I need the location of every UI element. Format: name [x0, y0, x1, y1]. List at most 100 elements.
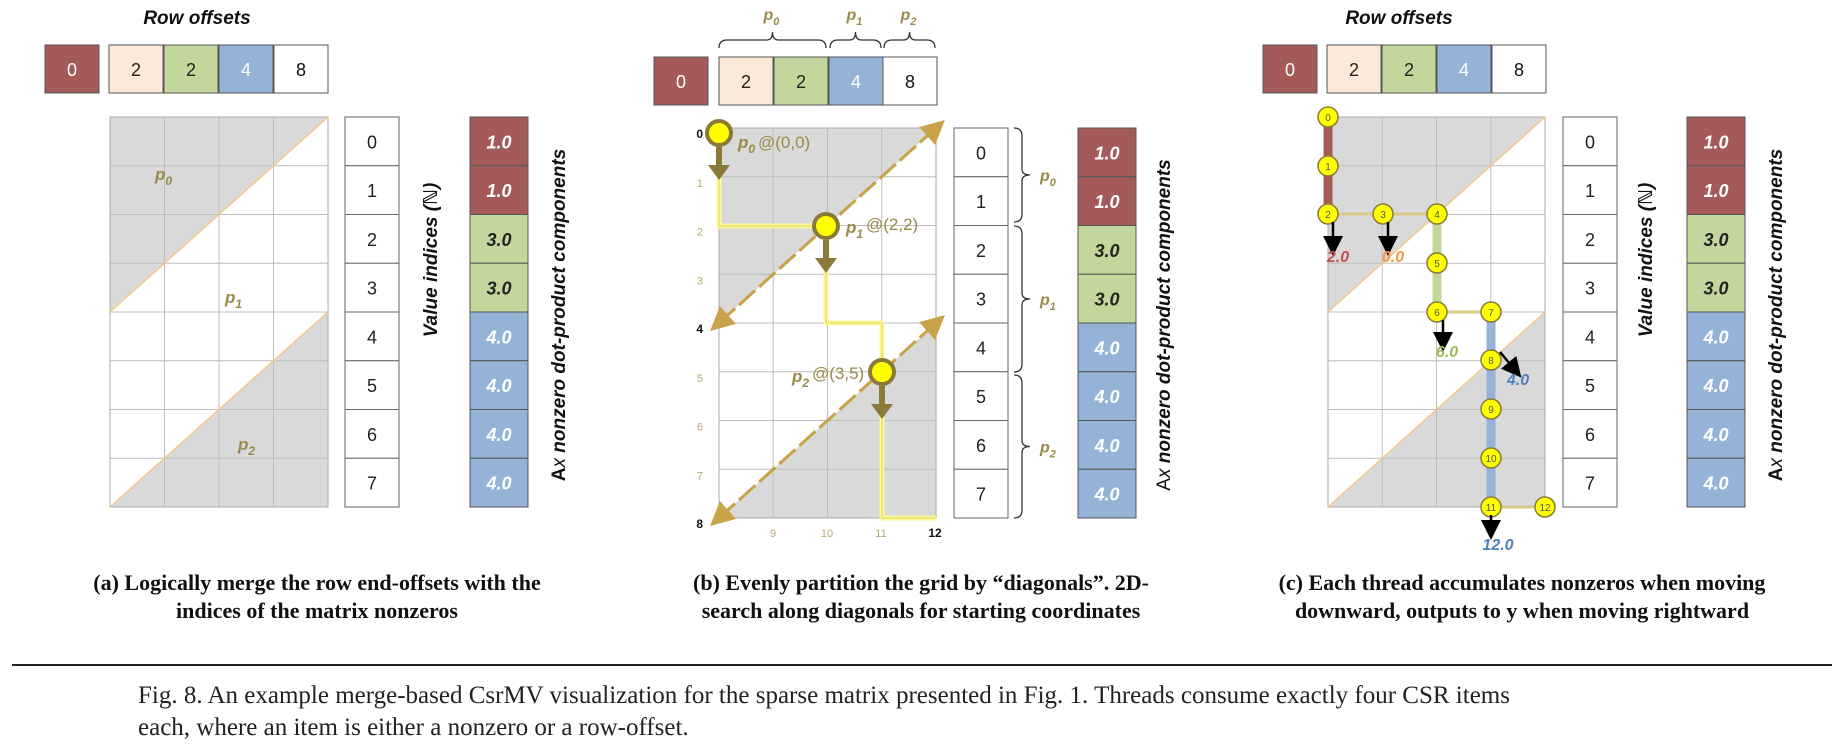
b-header-p-letter: p — [900, 7, 911, 24]
c-output-value: 2.0 — [1326, 249, 1349, 266]
b-side-p-subscript: 1 — [1050, 301, 1056, 313]
a-value-index: 0 — [367, 132, 377, 152]
a-diagonal — [109, 311, 329, 508]
c-path-node — [1426, 203, 1448, 225]
c-nonzeros-label-part: x — [1766, 457, 1787, 469]
b-p-label: p1 — [845, 218, 863, 241]
b-value-index: 1 — [976, 192, 986, 212]
c-row-offset-cell — [1262, 44, 1318, 94]
a-value-index-cell — [344, 409, 400, 459]
a-row-offset-cell — [218, 44, 274, 94]
c-output-value: 12.0 — [1482, 537, 1513, 554]
c-path-node — [1426, 301, 1448, 323]
c-path-node-label: 10 — [1485, 454, 1497, 465]
b-brace — [718, 31, 827, 49]
b-coord: @(2,2) — [866, 215, 918, 234]
a-row-offset-value: 0 — [67, 60, 77, 80]
caption-c-line-1: (c) Each thread accumulates nonzeros whe… — [1278, 570, 1766, 595]
diagonal-arrow-icon — [717, 314, 945, 520]
a-nonzeros-label-part: x — [549, 457, 570, 469]
b-partition-brace — [1013, 127, 1031, 223]
c-row-offset-cell — [1326, 44, 1382, 94]
c-value-index-cell — [1562, 262, 1618, 313]
b-header-p-letter: p — [763, 7, 774, 24]
b-coord: @(3,5) — [812, 364, 864, 383]
a-value-indices-label: Value indices (ℕ) — [421, 183, 442, 338]
a-nonzero-value: 1.0 — [486, 132, 511, 152]
b-row-offset-value: 2 — [796, 72, 806, 92]
b-brace — [829, 31, 882, 49]
b-header-p-letter: p — [846, 7, 857, 24]
a-p-label: p2 — [237, 435, 255, 458]
search-marker-icon — [812, 212, 840, 240]
c-value-index-cell — [1562, 116, 1618, 167]
caption-b-line-2: search along diagonals for starting coor… — [701, 598, 1141, 623]
a-nonzero-cell — [469, 262, 529, 313]
b-header-p-label: p2 — [900, 7, 917, 28]
b-p-label: p0 — [737, 133, 755, 156]
c-nonzero-value: 4.0 — [1702, 474, 1728, 494]
c-nonzero-cell — [1686, 116, 1746, 167]
b-row-offset-value: 0 — [676, 72, 686, 92]
c-nonzeros-label-part: nonzero dot-product components — [1766, 149, 1787, 458]
b-nonzero-cell — [1077, 468, 1137, 519]
c-path-node-label: 0 — [1325, 113, 1331, 124]
c-nonzero-value: 4.0 — [1702, 425, 1728, 445]
c-value-index: 5 — [1585, 376, 1595, 396]
a-nonzeros-label-part: A — [549, 467, 570, 481]
b-nonzero-value: 3.0 — [1094, 241, 1119, 261]
c-value-index: 6 — [1585, 425, 1595, 445]
a-nonzero-value: 4.0 — [485, 376, 511, 396]
c-nonzero-cell — [1686, 360, 1746, 410]
c-row-offset-cell — [1436, 44, 1492, 94]
c-value-index-cell — [1562, 214, 1618, 264]
c-path-node-label: 2 — [1325, 210, 1331, 221]
c-value-index-cell — [1562, 457, 1618, 508]
a-nonzero-value: 3.0 — [486, 279, 511, 299]
c-path-node-label: 4 — [1434, 210, 1440, 221]
search-marker-icon — [705, 119, 733, 147]
c-path-node — [1480, 301, 1502, 323]
caption-b-line-1: (b) Evenly partition the grid by “diagon… — [693, 570, 1149, 595]
a-nonzeros-label-part: nonzero dot-product components — [549, 149, 570, 458]
b-p-subscript: 0 — [748, 142, 755, 156]
b-row-offset-cell — [653, 56, 709, 106]
c-path-node-label: 5 — [1434, 259, 1440, 270]
a-nonzero-value: 3.0 — [486, 230, 511, 250]
b-nonzero-value: 4.0 — [1093, 485, 1119, 505]
down-arrow-icon — [815, 258, 837, 273]
b-p-letter: p — [791, 367, 802, 386]
a-value-index: 5 — [367, 376, 377, 396]
a-nonzero-cell — [469, 457, 529, 508]
a-value-index: 3 — [367, 279, 377, 299]
a-row-offsets-header: Row offsets — [143, 8, 250, 29]
c-nonzero-cell — [1686, 457, 1746, 508]
c-path-node-label: 3 — [1380, 210, 1386, 221]
c-path-node-label: 6 — [1434, 308, 1440, 319]
c-row-offset-value: 0 — [1285, 60, 1295, 80]
a-nonzero-value: 4.0 — [485, 327, 511, 347]
a-diagonal — [109, 116, 329, 313]
down-arrow-icon — [708, 165, 730, 180]
b-value-index: 2 — [976, 241, 986, 261]
b-y-tick: 0 — [696, 127, 703, 141]
c-row-offset-cell — [1491, 44, 1547, 94]
a-value-index-cell — [344, 214, 400, 264]
c-value-index: 4 — [1585, 327, 1595, 347]
c-path-node — [1480, 447, 1502, 469]
b-side-p-label: p1 — [1039, 292, 1056, 313]
c-path-node-label: 8 — [1488, 356, 1494, 367]
b-nonzero-value: 3.0 — [1094, 290, 1119, 310]
a-p-label: p0 — [154, 165, 172, 188]
c-row-offset-value: 2 — [1349, 60, 1359, 80]
c-nonzero-cell — [1686, 214, 1746, 264]
c-path-node — [1480, 398, 1502, 420]
c-row-offset-cell — [1381, 44, 1437, 94]
a-value-index: 4 — [367, 327, 377, 347]
b-value-index: 0 — [976, 143, 986, 163]
b-row-offset-value: 8 — [905, 72, 915, 92]
b-nonzeros-label-part: x — [1154, 467, 1175, 479]
a-row-offset-cell — [163, 44, 219, 94]
b-nonzero-cell — [1077, 176, 1137, 226]
